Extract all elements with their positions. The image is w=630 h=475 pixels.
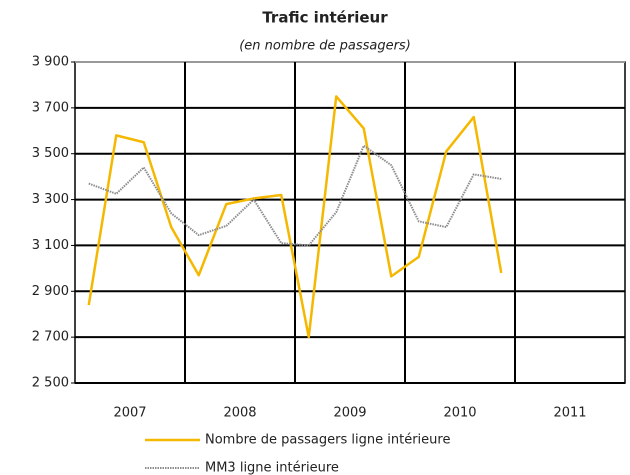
y-tick-label: 2 500	[32, 376, 69, 391]
chart-subtitle: (en nombre de passagers)	[239, 39, 411, 54]
y-tick-label: 3 900	[32, 55, 69, 70]
chart-title: Trafic intérieur	[262, 9, 388, 27]
x-tick-label: 2010	[443, 406, 476, 421]
x-tick-label: 2008	[223, 406, 256, 421]
y-tick-label: 3 300	[32, 192, 69, 207]
x-tick-label: 2009	[333, 406, 366, 421]
x-tick-label: 2007	[113, 406, 146, 421]
legend-label: Nombre de passagers ligne intérieure	[205, 433, 450, 448]
series-line	[87, 95, 503, 339]
y-tick-label: 3 700	[32, 100, 69, 115]
x-tick-label: 2011	[553, 406, 586, 421]
legend-label: MM3 ligne intérieure	[205, 461, 339, 475]
y-tick-label: 3 100	[32, 238, 69, 253]
plot-area	[74, 61, 626, 384]
y-tick-label: 3 500	[32, 146, 69, 161]
series-line	[88, 144, 502, 247]
y-tick-label: 2 700	[32, 330, 69, 345]
y-tick-label: 2 900	[32, 284, 69, 299]
